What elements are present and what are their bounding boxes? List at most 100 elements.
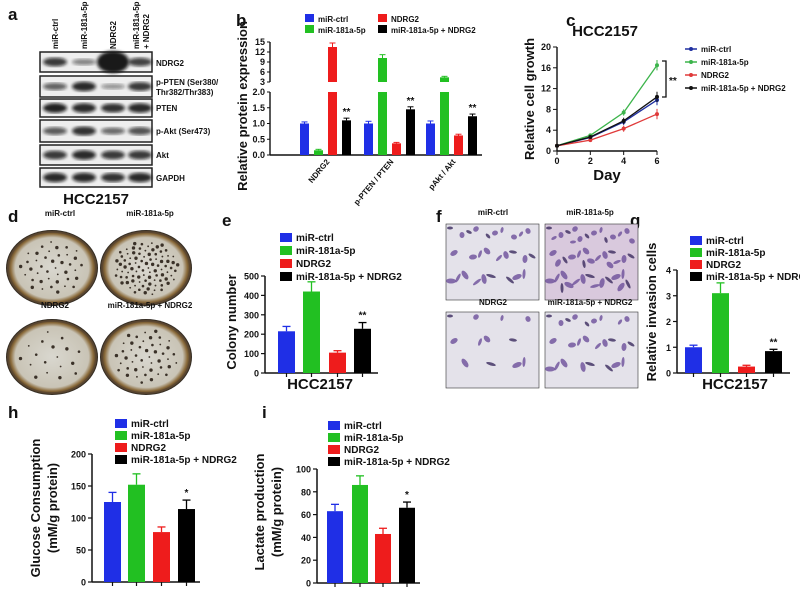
- colony-dot: [161, 352, 165, 355]
- g-bar: [738, 366, 755, 373]
- colony-dot: [124, 356, 128, 360]
- b-significance: **: [343, 107, 351, 118]
- invasion-cell: [522, 357, 526, 367]
- invasion-cell: [496, 254, 502, 262]
- b-y-tick-label: 2.0: [252, 87, 265, 97]
- c-legend-label: NDRG2: [701, 71, 730, 80]
- plate-label: NDRG2: [41, 301, 70, 310]
- invasion-cell: [511, 234, 517, 240]
- invasion-cell: [450, 250, 458, 256]
- invasion-cell: [584, 321, 590, 327]
- invasion-cell: [554, 361, 560, 371]
- blot-band: [101, 103, 125, 113]
- colony-dot: [121, 270, 124, 273]
- colony-dot: [126, 252, 129, 255]
- invasion-cell: [582, 335, 590, 343]
- i-y-axis-label: Lactate production: [252, 453, 267, 570]
- g-legend-label: NDRG2: [706, 260, 741, 271]
- colony-dot: [131, 246, 136, 250]
- b-category-label: p-PTEN / PTEN: [352, 157, 396, 207]
- colony-dot: [65, 246, 68, 249]
- colony-dot: [140, 381, 144, 384]
- invasion-cell: [478, 338, 482, 346]
- invasion-cell: [522, 269, 526, 279]
- e-y-tick-label: 200: [244, 330, 259, 340]
- blot-band: [72, 172, 96, 183]
- colony-dot: [153, 279, 156, 282]
- colony-dot: [64, 270, 68, 274]
- h-legend-label: miR-ctrl: [131, 419, 169, 430]
- b-bar-upper: [328, 47, 337, 82]
- colony-dot: [56, 290, 60, 294]
- colony-dot: [155, 245, 159, 249]
- colony-dot: [138, 281, 141, 283]
- colony-dot: [31, 278, 34, 282]
- blot-band: [128, 57, 152, 67]
- colony-dot: [51, 345, 55, 349]
- colony-dot: [58, 375, 62, 380]
- colony-dot: [41, 340, 44, 343]
- colony-dot: [134, 284, 136, 287]
- colony-dot: [137, 275, 141, 279]
- colony-dot: [140, 242, 144, 246]
- panel-label-g: g: [630, 211, 640, 230]
- colony-dot: [135, 270, 138, 273]
- invasion-cell: [625, 279, 631, 289]
- colony-dot: [147, 275, 152, 279]
- invasion-cell: [591, 318, 597, 324]
- invasion-cell: [483, 247, 491, 255]
- c-data-point: [621, 118, 626, 123]
- i-legend-label: miR-181a-5p: [344, 433, 403, 444]
- colony-plate-rim: [101, 231, 191, 305]
- c-title: HCC2157: [572, 23, 638, 40]
- colony-dot: [149, 258, 152, 261]
- b-bar: [314, 150, 323, 155]
- c-data-point: [655, 94, 659, 99]
- colony-dot: [46, 270, 49, 273]
- invasion-cell: [585, 274, 595, 278]
- i-legend-swatch: [328, 433, 340, 442]
- invasion-cell: [621, 343, 627, 351]
- g-legend-swatch: [690, 272, 702, 281]
- colony-dot: [114, 274, 118, 277]
- g-legend-label: miR-ctrl: [706, 236, 744, 247]
- plate-label: miR-181a-5p + NDRG2: [108, 301, 193, 310]
- invasion-cell: [503, 251, 509, 259]
- c-x-tick-label: 0: [554, 156, 559, 166]
- g-legend-label: miR-181a-5p + NDRG2: [706, 272, 800, 283]
- colony-dot: [166, 281, 170, 286]
- h-legend-label: miR-181a-5p: [131, 431, 190, 442]
- colony-dot: [114, 353, 119, 358]
- invasion-cell: [558, 232, 564, 238]
- b-y-tick-label: 1.5: [252, 103, 265, 113]
- invasion-cell: [568, 254, 576, 260]
- colony-dot: [167, 358, 169, 361]
- g-legend-swatch: [690, 248, 702, 257]
- plate-label: miR-181a-5p: [126, 209, 174, 218]
- invasion-cell: [560, 358, 568, 368]
- colony-dot: [135, 335, 139, 339]
- e-y-tick-label: 400: [244, 291, 259, 301]
- invasion-cell: [599, 227, 603, 233]
- colony-plate: [100, 319, 192, 395]
- h-y-tick-label: 0: [81, 578, 86, 588]
- e-bar: [354, 328, 371, 373]
- i-y-tick-label: 100: [296, 465, 311, 475]
- colony-dot: [148, 356, 151, 358]
- invasion-cell: [525, 316, 531, 322]
- b-bar-lower: [440, 92, 449, 155]
- b-bar-lower: [328, 92, 337, 155]
- colony-dot: [117, 368, 120, 372]
- protein-label-gapdh: GAPDH: [156, 174, 185, 183]
- colony-plate: [100, 230, 192, 306]
- colony-dot: [118, 250, 122, 254]
- invasion-cell: [577, 338, 581, 346]
- b-y-tick-label: 15: [255, 37, 265, 47]
- invasion-cell: [602, 251, 608, 259]
- colony-dot: [56, 273, 59, 276]
- colony-dot: [29, 267, 33, 271]
- colony-dot: [159, 250, 163, 253]
- c-series-line: [556, 96, 658, 147]
- blot-band: [128, 150, 152, 160]
